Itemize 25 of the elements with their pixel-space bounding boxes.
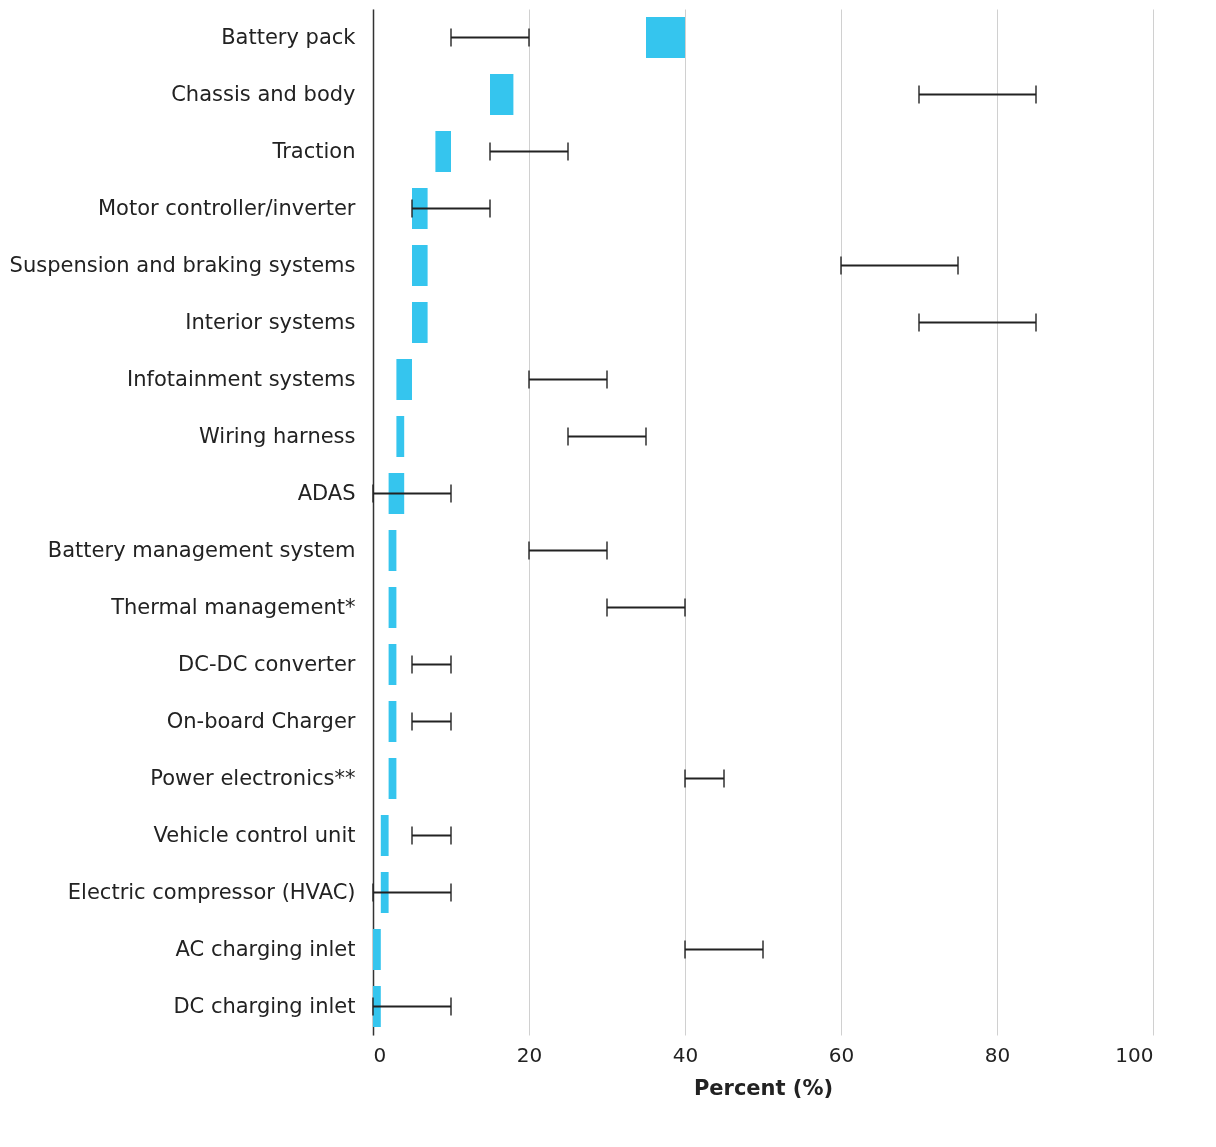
y-tick-label: Chassis and body bbox=[171, 81, 356, 106]
y-tick-label: On-board Charger bbox=[166, 708, 356, 733]
x-tick-label: 0 bbox=[373, 1042, 387, 1067]
x-tick-label: 20 bbox=[516, 1042, 543, 1067]
y-tick-label: AC charging inlet bbox=[175, 936, 356, 961]
y-tick-label: Electric compressor (HVAC) bbox=[67, 879, 356, 904]
x-tick-label: 40 bbox=[672, 1042, 699, 1067]
y-tick-label: Battery management system bbox=[47, 537, 356, 562]
y-tick-label: DC charging inlet bbox=[173, 993, 356, 1018]
y-tick-label: Battery pack bbox=[221, 24, 357, 49]
x-tick-label: 80 bbox=[984, 1042, 1011, 1067]
y-tick-label: Interior systems bbox=[185, 309, 356, 334]
y-tick-label: Thermal management* bbox=[110, 594, 356, 619]
y-tick-label: Suspension and braking systems bbox=[9, 252, 356, 277]
y-tick-label: DC-DC converter bbox=[178, 651, 356, 676]
y-tick-label: ADAS bbox=[297, 480, 356, 505]
y-tick-label: Motor controller/inverter bbox=[97, 195, 356, 220]
y-tick-label: Traction bbox=[271, 138, 356, 163]
y-tick-label: Power electronics** bbox=[150, 765, 356, 790]
x-tick-label: 100 bbox=[1115, 1042, 1154, 1067]
x-tick-label: 60 bbox=[828, 1042, 855, 1067]
y-tick-label: Vehicle control unit bbox=[153, 822, 356, 847]
y-tick-label: Infotainment systems bbox=[127, 366, 356, 391]
x-axis-title: Percent (%) bbox=[693, 1075, 834, 1100]
y-tick-label: Wiring harness bbox=[199, 423, 356, 448]
